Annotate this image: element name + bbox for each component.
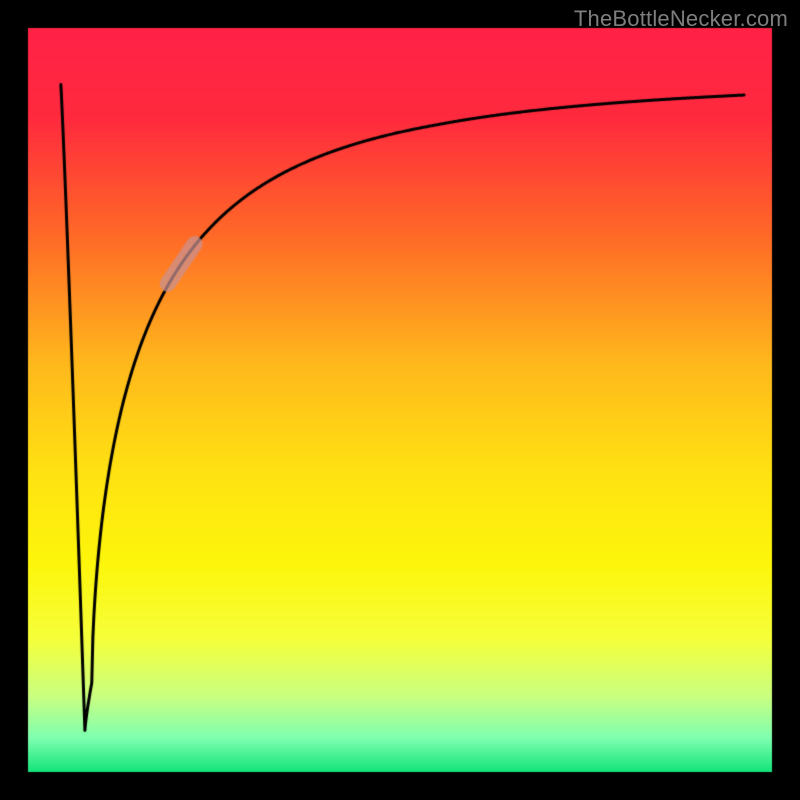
bottleneck-chart-canvas [0,0,800,800]
watermark-text: TheBottleNecker.com [574,6,788,32]
chart-container: TheBottleNecker.com [0,0,800,800]
